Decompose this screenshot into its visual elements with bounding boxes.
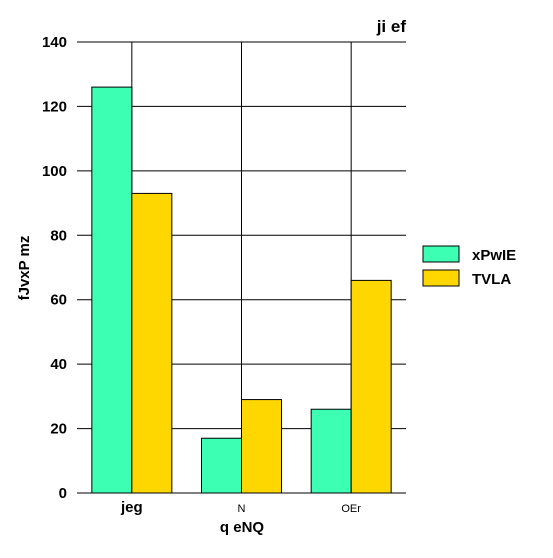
y-tick-label: 60 [50,292,67,309]
x-axis-label: q eNQ [220,519,265,536]
bar-TVLA-jeg [131,192,173,494]
chart-title: ji ef [376,17,407,36]
y-tick-label: 20 [50,421,67,438]
bar-xPwIE-OEr [310,408,352,494]
legend-swatch-xPwIE [422,245,460,263]
y-axis-label: fJvxP mz [16,236,33,301]
y-tick-label: 140 [42,34,67,51]
bar-TVLA-OEr [350,279,392,494]
bar-xPwIE-N [201,437,242,494]
bar-xPwIE-jeg [91,86,133,494]
x-tick-label: N [238,503,246,515]
x-tick-label: jeg [120,499,143,516]
y-tick-label: 120 [42,98,67,115]
bar-TVLA-N [241,399,282,494]
legend-label-xPwIE: xPwIE [472,247,516,264]
x-tick-label: OEr [341,503,361,515]
y-tick-label: 100 [42,163,67,180]
legend-label-TVLA: TVLA [472,271,511,288]
y-tick-label: 0 [59,485,67,502]
legend: xPwIE TVLA [422,245,516,288]
y-tick-label: 80 [50,227,67,244]
axis-layer: 0 20 40 60 80 100 120 140 jeg N OEr [42,34,361,516]
y-tick-label: 40 [50,356,67,373]
legend-swatch-TVLA [422,269,460,287]
bars-layer [91,86,392,494]
